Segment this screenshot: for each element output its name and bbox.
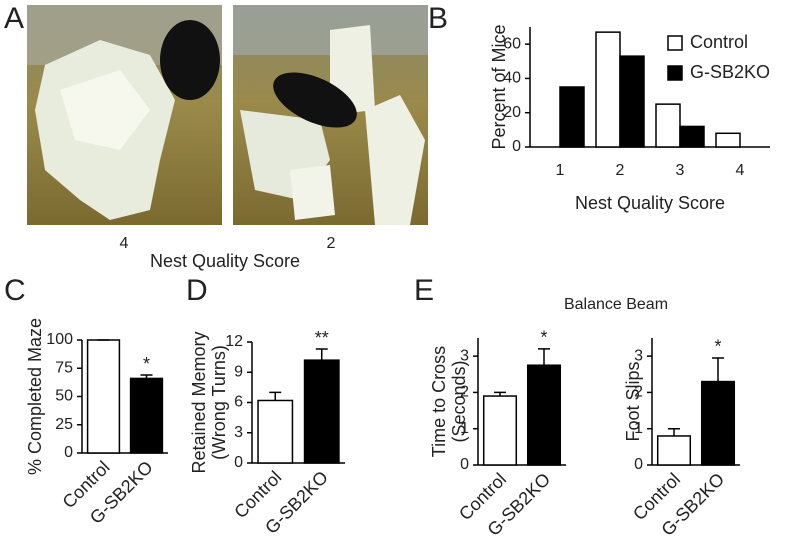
bar [559,86,585,148]
bar [257,399,294,464]
photo-left [27,5,222,225]
bar [679,125,705,148]
panel-label: B [428,2,448,35]
y-tick-label: 2 [460,384,469,401]
y-axis-label: Percent of Mice [489,24,509,149]
bar [526,364,562,466]
y-axis-label: (Wrong Turns) [209,345,229,460]
y-tick-label: 0 [634,456,643,473]
bar [86,339,121,454]
legend-swatch [667,35,683,51]
significance: * [143,354,150,374]
axis-label: Nest Quality Score [150,251,300,271]
y-tick-label: 75 [55,359,73,376]
y-axis-label: (Seconds) [449,360,469,442]
bar [655,103,681,148]
bar [303,359,340,464]
panel-label: E [414,274,434,307]
x-tick-label: 2 [616,162,625,179]
bar [715,132,741,148]
y-tick-label: 60 [503,35,521,52]
bar [129,377,164,454]
legend-label: G-SB2KO [690,62,770,82]
significance: * [714,337,721,357]
y-tick-label: 9 [234,363,243,380]
panel-title: Balance Beam [564,296,668,313]
panel-label: A [4,2,24,35]
y-tick-label: 0 [64,444,73,461]
legend-swatch [667,65,683,81]
y-tick-label: 3 [234,424,243,441]
error-bar [269,391,282,401]
y-tick-label: 0 [512,138,521,155]
y-tick-label: 1 [460,420,469,437]
y-tick-label: 50 [55,388,73,405]
x-tick-label: 4 [736,162,745,179]
y-tick-label: 20 [503,104,521,121]
y-axis-label: Time to Cross [429,346,449,457]
y-axis-label: % Completed Maze [25,318,45,475]
y-tick-label: 0 [460,456,469,473]
y-tick-label: 25 [55,416,73,433]
legend-label: Control [690,32,748,52]
y-tick-label: 40 [503,70,521,87]
significance: * [540,328,547,348]
x-tick-label: 3 [676,162,685,179]
y-tick-label: 12 [225,333,243,350]
photo-right [233,5,428,225]
x-tick-label: 1 [556,162,565,179]
photo-score: 2 [327,235,336,252]
error-bar [494,391,506,397]
panel-label: C [4,274,26,307]
bar [595,31,621,148]
y-axis-label: Foot Slips [623,361,643,441]
y-tick-label: 1 [634,420,643,437]
photo-score: 4 [120,235,129,252]
bar [700,380,736,466]
y-tick-label: 3 [460,347,469,364]
panel-label: D [186,274,208,307]
bar [619,55,645,148]
error-bar [538,348,550,366]
error-bar [140,374,153,379]
error-bar [712,357,724,382]
bar [482,395,518,466]
y-tick-label: 2 [634,384,643,401]
y-axis-label: Retained Memory [189,331,209,473]
x-axis-label: Nest Quality Score [575,193,725,213]
y-tick-label: 0 [234,454,243,471]
y-tick-label: 100 [46,331,73,348]
error-bar [668,427,680,436]
y-tick-label: 3 [634,347,643,364]
y-tick-label: 6 [234,394,243,411]
bar [656,435,692,466]
error-bar [315,348,328,361]
significance: ** [315,328,329,348]
